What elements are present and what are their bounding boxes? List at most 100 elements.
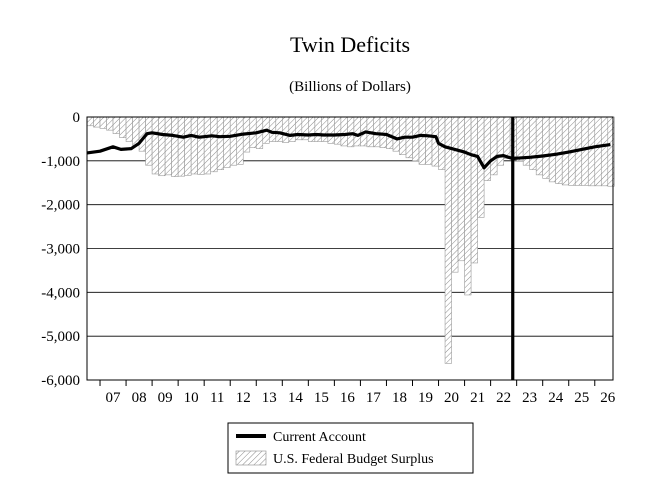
legend-label-budget-surplus: U.S. Federal Budget Surplus: [273, 452, 434, 467]
budget-surplus-bar: [600, 116, 609, 187]
y-tick-label: -1,000: [41, 154, 80, 170]
budget-surplus-bar: [457, 116, 465, 262]
x-tick-label: 21: [470, 390, 485, 406]
y-tick-label: -2,000: [41, 198, 80, 214]
budget-surplus-bar: [542, 116, 550, 179]
budget-surplus-bar: [119, 116, 127, 138]
x-tick-label: 09: [158, 390, 173, 406]
y-tick-label: -5,000: [41, 329, 80, 345]
budget-surplus-bar: [93, 116, 101, 128]
budget-surplus-bar: [275, 116, 283, 142]
budget-surplus-bar: [308, 116, 316, 142]
legend-box: [227, 422, 474, 474]
budget-surplus-bar: [171, 116, 179, 177]
budget-surplus-bar: [386, 116, 394, 149]
budget-surplus-bar: [490, 116, 498, 176]
budget-surplus-bar: [581, 116, 589, 186]
y-tick-label: -6,000: [41, 373, 80, 389]
budget-surplus-bar: [106, 116, 114, 131]
budget-surplus-bar: [548, 116, 557, 183]
x-tick-label: 26: [600, 390, 616, 406]
budget-surplus-bar: [314, 116, 322, 142]
x-tick-label: 10: [184, 390, 199, 406]
budget-surplus-bar: [229, 116, 238, 166]
budget-surplus-bar: [464, 116, 472, 296]
current-account-layer: [86, 117, 611, 380]
budget-surplus-bar: [594, 116, 602, 187]
budget-surplus-bar: [177, 116, 185, 177]
budget-surplus-bar: [158, 116, 166, 177]
budget-surplus-bar: [210, 116, 218, 173]
budget-surplus-bar: [392, 116, 400, 152]
budget-surplus-bar: [112, 116, 120, 134]
x-tick-label: 12: [236, 390, 251, 406]
budget-surplus-bar: [503, 116, 511, 159]
x-tick-label: 07: [106, 390, 122, 406]
budget-surplus-bar: [516, 116, 524, 162]
budget-surplus-bar: [340, 116, 348, 147]
budget-surplus-bar: [587, 116, 596, 187]
budget-surplus-bar: [203, 116, 211, 175]
budget-surplus-bar: [321, 116, 329, 142]
budget-surplus-bar: [164, 116, 172, 176]
x-axis-ticks: 07 08 09 10 11 12 13 14 15 16 17 18 19 20 21 22 23 24 25 26: [99, 380, 616, 406]
y-tick-label: -3,000: [41, 242, 80, 258]
x-tick-label: 15: [314, 390, 329, 406]
budget-surplus-bar: [288, 116, 296, 142]
budget-surplus-bar: [281, 116, 290, 143]
budget-surplus-bar: [353, 116, 361, 147]
budget-surplus-bar: [496, 116, 504, 166]
x-tick-label: 14: [288, 390, 304, 406]
plot-frame-layer: [86, 116, 614, 381]
budget-surplus-bar: [125, 116, 133, 142]
x-tick-label: 11: [210, 390, 224, 406]
y-axis-ticks: 0 -1,000 -2,000 -3,000 -4,000 -5,000 -6,000: [41, 110, 80, 389]
budget-surplus-bar: [184, 116, 192, 176]
x-tick-label: 16: [340, 390, 356, 406]
legend-swatch-budget-surplus: [235, 450, 267, 466]
budget-surplus-bars: [86, 116, 615, 364]
y-tick-label: 0: [73, 110, 81, 126]
budget-surplus-bar: [334, 116, 342, 145]
budget-surplus-bar: [555, 116, 563, 184]
budget-surplus-bar: [470, 116, 478, 264]
budget-surplus-bar: [379, 116, 387, 148]
legend: Current Account U.S. Federal Budget Surp…: [227, 422, 474, 474]
x-tick-label: 22: [496, 390, 511, 406]
budget-surplus-bar: [483, 116, 491, 181]
budget-surplus-bar: [86, 116, 94, 127]
budget-surplus-bar: [295, 116, 303, 141]
chart-title: Twin Deficits: [290, 32, 410, 57]
budget-surplus-bar: [347, 116, 355, 148]
x-tick-label: 25: [574, 390, 589, 406]
budget-surplus-bar: [151, 116, 159, 175]
budget-surplus-bar: [412, 116, 420, 162]
budget-surplus-bar: [236, 116, 244, 165]
budget-surplus-bar: [444, 116, 452, 364]
x-tick-label: 17: [366, 390, 382, 406]
grid-layer: [87, 160, 613, 337]
budget-surplus-bar: [451, 116, 459, 273]
x-tick-label: 13: [262, 390, 277, 406]
budget-surplus-bar: [145, 116, 153, 166]
x-tick-label: 19: [418, 390, 433, 406]
y-tick-label: -4,000: [41, 285, 80, 301]
budget-surplus-bar: [216, 116, 225, 170]
legend-label-current-account: Current Account: [273, 430, 366, 445]
budget-surplus-bar: [418, 116, 426, 165]
x-tick-label: 24: [548, 390, 564, 406]
budget-surplus-bar: [425, 116, 433, 165]
x-tick-label: 08: [132, 390, 147, 406]
plot-frame: [86, 116, 614, 381]
budget-surplus-bar: [132, 116, 140, 146]
budget-surplus-bar: [190, 116, 198, 175]
chart-subtitle: (Billions of Dollars): [289, 79, 411, 95]
budget-surplus-bar: [327, 116, 335, 144]
budget-surplus-bar: [223, 116, 231, 168]
x-tick-label: 20: [444, 390, 459, 406]
budget-surplus-bar: [99, 116, 107, 129]
budget-surplus-bar: [268, 116, 277, 142]
budget-surplus-bar: [197, 116, 205, 175]
